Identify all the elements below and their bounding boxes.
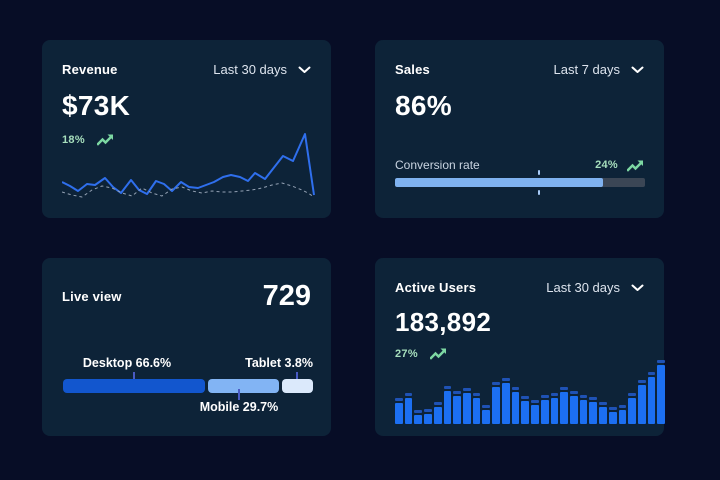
user-bar (569, 391, 578, 424)
sales-value: 86% (395, 90, 452, 121)
sales-delta: 24% (595, 159, 644, 172)
sales-period-label: Last 7 days (553, 62, 621, 77)
user-bar (395, 398, 403, 424)
device-split-chart: Desktop 66.6% Tablet 3.8% Mobile 29.7% (42, 258, 331, 436)
live-view-card-header: Live view 729 (62, 280, 311, 313)
revenue-delta: 18% (62, 133, 311, 146)
user-bar (443, 386, 452, 424)
revenue-title: Revenue (62, 62, 118, 77)
conversion-rate-label: Conversion rate (395, 158, 480, 172)
revenue-period-label: Last 30 days (213, 62, 287, 77)
trend-up-icon (627, 160, 643, 172)
user-bar (531, 400, 539, 424)
user-bar (618, 405, 627, 424)
conversion-rate-row: Conversion rate 24% (395, 158, 644, 172)
user-bar (433, 402, 442, 424)
user-bar (501, 378, 510, 424)
user-bar (647, 372, 656, 424)
mobile-segment (208, 379, 279, 393)
sales-card-header: Sales Last 7 days (395, 62, 644, 77)
revenue-value: $73K (62, 90, 131, 121)
user-bar (472, 393, 481, 424)
mobile-label: Mobile 29.7% (199, 400, 279, 414)
user-bar (599, 402, 607, 424)
trend-up-icon (96, 134, 113, 146)
live-view-card: Live view 729 Desktop 66.6% Tablet 3.8% … (42, 258, 331, 436)
user-bar (608, 407, 617, 424)
user-bar (628, 393, 636, 424)
active-users-card-header: Active Users Last 30 days (395, 280, 644, 295)
active-users-value: 183,892 (395, 307, 492, 337)
user-bar (560, 387, 568, 424)
user-bar (657, 360, 666, 424)
user-bar (482, 405, 491, 424)
user-bar (463, 388, 471, 424)
sales-card: Sales Last 7 days 86% Conversion rate 24… (375, 40, 664, 218)
active-users-period-label: Last 30 days (546, 280, 620, 295)
user-bar (492, 382, 500, 424)
user-bar (511, 387, 520, 424)
progress-track (395, 178, 645, 187)
desktop-segment (63, 379, 205, 393)
user-bar (424, 409, 432, 424)
user-bar (550, 393, 559, 424)
active-users-card: Active Users Last 30 days 183,892 27% (375, 258, 666, 436)
desktop-label: Desktop 66.6% (82, 356, 172, 370)
active-users-title: Active Users (395, 280, 477, 295)
user-bar (579, 395, 588, 424)
user-bar (540, 395, 549, 424)
user-bar (453, 391, 462, 424)
device-split-bar (63, 379, 313, 393)
revenue-delta-value: 18% (62, 133, 85, 146)
chevron-down-icon (631, 284, 644, 291)
active-users-delta-value: 27% (395, 347, 418, 360)
revenue-period-selector[interactable]: Last 30 days (213, 62, 311, 77)
progress-marker-top (537, 170, 540, 175)
live-view-value: 729 (262, 280, 311, 312)
tablet-label: Tablet 3.8% (245, 356, 313, 370)
active-users-period-selector[interactable]: Last 30 days (546, 280, 644, 295)
user-bar (637, 380, 646, 424)
user-bar (521, 396, 530, 424)
user-bar (589, 397, 598, 424)
user-bar (404, 393, 413, 424)
tablet-connector (296, 372, 298, 383)
tablet-segment (282, 379, 313, 393)
progress-marker-bottom (537, 190, 540, 195)
desktop-connector (133, 372, 135, 383)
sales-delta-value: 24% (595, 159, 618, 171)
revenue-card-header: Revenue Last 30 days (62, 62, 311, 77)
active-users-bar-chart (395, 360, 666, 424)
mobile-connector (238, 389, 240, 400)
revenue-card: Revenue Last 30 days $73K 18% (42, 40, 331, 218)
active-users-delta: 27% (395, 347, 644, 360)
live-view-title: Live view (62, 289, 122, 304)
progress-fill (395, 178, 603, 187)
revenue-line-chart (62, 133, 315, 198)
chevron-down-icon (631, 66, 644, 73)
sales-period-selector[interactable]: Last 7 days (554, 62, 645, 77)
chevron-down-icon (298, 66, 311, 73)
user-bar (414, 410, 423, 424)
conversion-progress (395, 170, 645, 195)
trend-up-icon (429, 348, 446, 360)
sales-title: Sales (395, 62, 430, 77)
